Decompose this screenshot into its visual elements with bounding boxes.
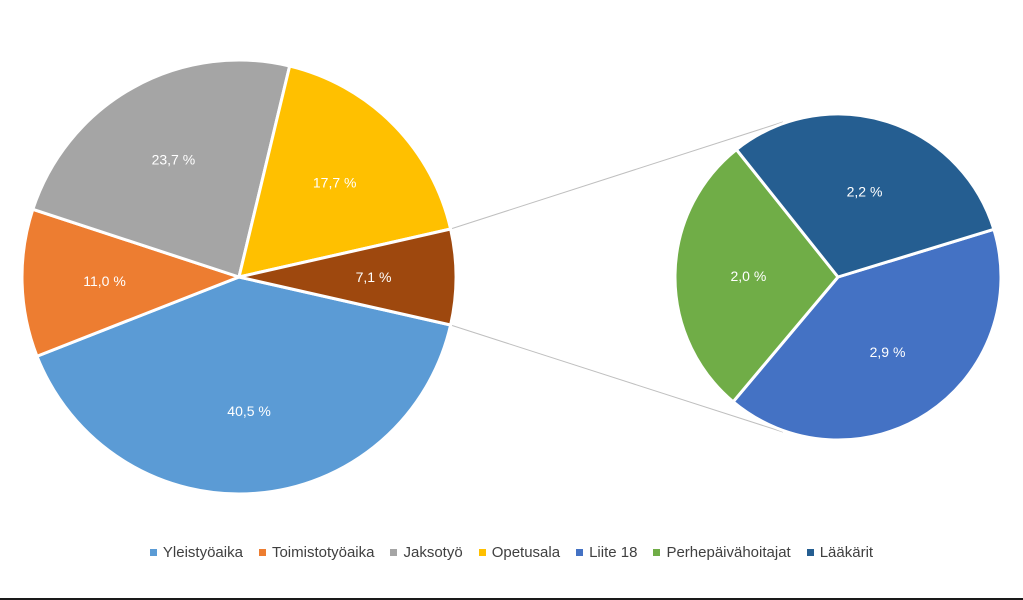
main-pie: 40,5 % 11,0 % 23,7 % 17,7 % 7,1 % bbox=[20, 58, 458, 496]
legend-item-toimistotyoaika: Toimistotyöaika bbox=[258, 544, 375, 561]
legend-label: Toimistotyöaika bbox=[271, 544, 375, 561]
connector-line-top bbox=[450, 121, 784, 230]
legend-label: Jaksotyö bbox=[403, 544, 463, 561]
legend-item-opetusala: Opetusala bbox=[478, 544, 561, 561]
data-label-yleistyoaika: 40,5 % bbox=[227, 403, 271, 419]
data-label-laakarit: 2,2 % bbox=[847, 183, 883, 199]
pie-slice-yleistyoaika bbox=[35, 275, 453, 496]
pie-slice-liite-18 bbox=[731, 227, 1003, 442]
data-label-opetusala: 17,7 % bbox=[313, 175, 357, 191]
legend-label: Perhepäivähoitajat bbox=[666, 544, 791, 561]
chart-legend: Yleistyöaika Toimistotyöaika Jaksotyö Opetu… bbox=[0, 544, 1023, 561]
legend-label: Yleistyöaika bbox=[162, 544, 243, 561]
data-label-other: 7,1 % bbox=[356, 269, 392, 285]
legend-label: Opetusala bbox=[491, 544, 561, 561]
legend-item-jaksotyo: Jaksotyö bbox=[390, 544, 463, 561]
pie-slice-toimistotyoaika bbox=[20, 207, 241, 358]
legend-swatch bbox=[576, 549, 584, 556]
data-label-perhepaivahoitajat: 2,0 % bbox=[730, 268, 766, 284]
secondary-pie: 2,9 % 2,0 % 2,2 % bbox=[673, 112, 1003, 442]
legend-swatch bbox=[390, 549, 398, 556]
legend-swatch bbox=[258, 549, 266, 556]
pie-slice-opetusala bbox=[237, 64, 453, 279]
connector-line-bottom bbox=[450, 324, 784, 433]
legend-item-perhepaivahoitajat: Perhepäivähoitajat bbox=[653, 544, 791, 561]
legend-item-liite-18: Liite 18 bbox=[576, 544, 637, 561]
pie-slice-perhepaivahoitajat bbox=[673, 148, 840, 404]
bottom-border bbox=[0, 598, 1023, 600]
data-label-liite-18: 2,9 % bbox=[870, 344, 906, 360]
pie-slice-laakarit bbox=[734, 112, 996, 279]
legend-swatch bbox=[653, 549, 661, 556]
pie-slice-jaksotyo bbox=[31, 58, 292, 279]
legend-item-yleistyoaika: Yleistyöaika bbox=[149, 544, 243, 561]
data-label-jaksotyo: 23,7 % bbox=[152, 152, 196, 168]
connector-lines bbox=[450, 121, 784, 433]
legend-swatch bbox=[806, 549, 814, 556]
legend-label: Liite 18 bbox=[589, 544, 638, 561]
legend-label: Lääkärit bbox=[819, 544, 874, 561]
pie-slice-other bbox=[237, 227, 458, 327]
legend-swatch bbox=[478, 549, 486, 556]
data-label-toimistotyoaika: 11,0 % bbox=[83, 273, 126, 289]
legend-swatch bbox=[149, 549, 157, 556]
legend-item-laakarit: Lääkärit bbox=[806, 544, 874, 561]
